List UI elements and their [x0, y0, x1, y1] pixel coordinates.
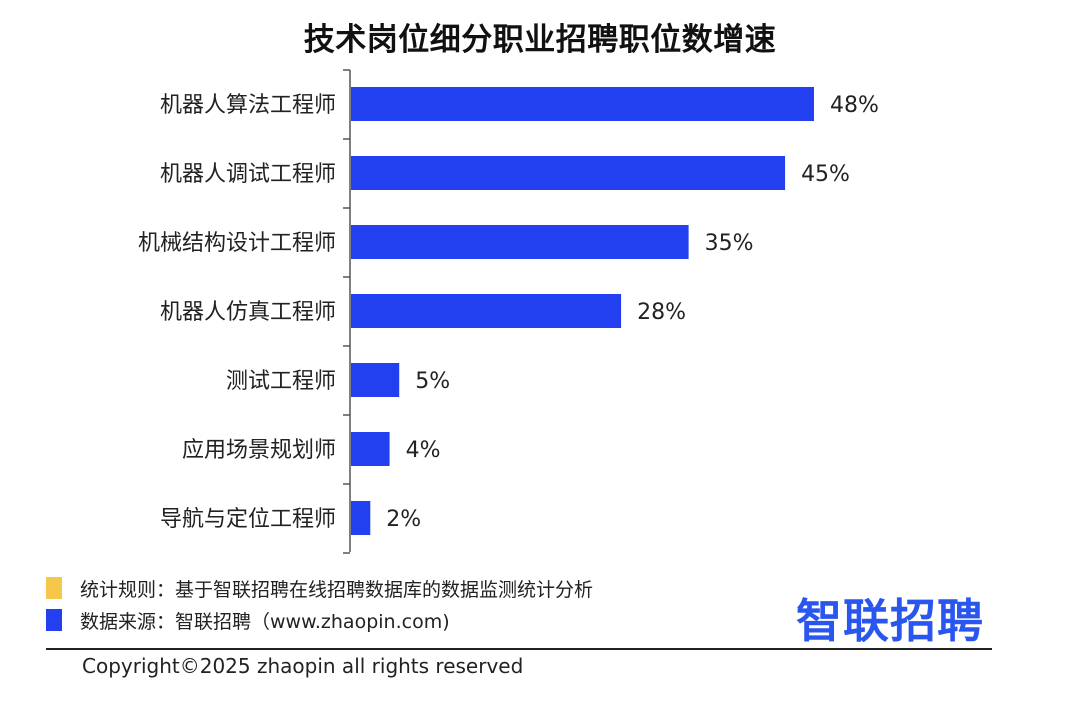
category-label: 测试工程师	[226, 369, 336, 394]
data-label: 4%	[406, 438, 441, 463]
bar	[351, 225, 689, 259]
data-label: 2%	[386, 507, 421, 532]
data-label: 45%	[801, 162, 850, 187]
zhaopin-logo: 智联招聘	[796, 594, 984, 648]
bar	[351, 156, 786, 190]
category-label: 机器人调试工程师	[160, 162, 336, 187]
note-rule-text: 统计规则：基于智联招聘在线招聘数据库的数据监测统计分析	[80, 578, 594, 601]
category-label: 机器人仿真工程师	[160, 300, 336, 325]
bar	[351, 87, 814, 121]
note-source-text: 数据来源：智联招聘（www.zhaopin.com)	[80, 610, 450, 633]
data-label: 28%	[637, 300, 686, 325]
yellow-square-icon	[46, 577, 62, 599]
bar	[351, 294, 622, 328]
bar	[351, 501, 371, 535]
bar	[351, 363, 400, 397]
category-label: 机械结构设计工程师	[138, 231, 336, 256]
data-label: 48%	[830, 93, 879, 118]
notes: 统计规则：基于智联招聘在线招聘数据库的数据监测统计分析 数据来源：智联招聘（ww…	[46, 572, 593, 636]
note-rule: 统计规则：基于智联招聘在线招聘数据库的数据监测统计分析	[46, 572, 593, 604]
bar-chart: 机器人算法工程师 48% 机器人调试工程师 45% 机械结构设计工程师 35% 机器人仿真工…	[138, 69, 879, 554]
chart-title: 技术岗位细分职业招聘职位数增速	[303, 22, 777, 58]
category-label: 应用场景规划师	[182, 438, 336, 463]
data-label: 35%	[705, 231, 754, 256]
footer-divider	[46, 648, 992, 650]
bar	[351, 432, 390, 466]
category-label: 导航与定位工程师	[160, 507, 336, 532]
data-label: 5%	[415, 369, 450, 394]
copyright-text: Copyright©2025 zhaopin all rights reserv…	[82, 654, 524, 678]
category-label: 机器人算法工程师	[160, 93, 336, 118]
blue-square-icon	[46, 609, 62, 631]
note-source: 数据来源：智联招聘（www.zhaopin.com)	[46, 604, 593, 636]
